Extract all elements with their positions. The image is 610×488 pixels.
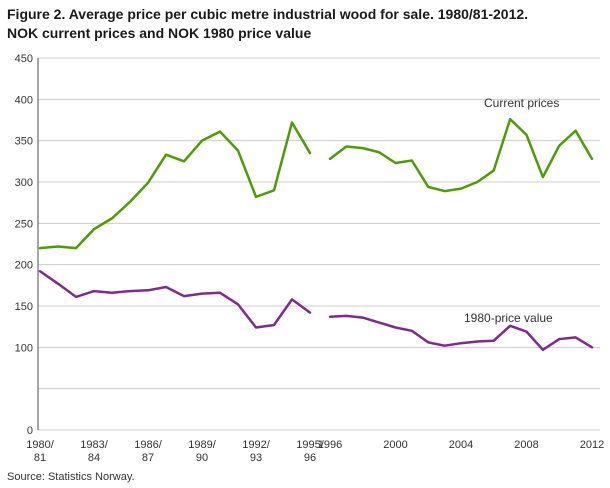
source-note: Source: Statistics Norway. — [7, 471, 135, 483]
y-tick-label-250: 250 — [15, 218, 33, 230]
x-tick-label-top-1983: 1983/ — [80, 439, 108, 451]
figure-title-line1: Figure 2. Average price per cubic metre … — [7, 6, 529, 22]
x-tick-label-top-1992: 1992/ — [242, 439, 270, 451]
y-tick-label-150: 150 — [15, 301, 33, 313]
y-tick-label-450: 450 — [15, 53, 33, 65]
x-tick-label-top-1989: 1989/ — [188, 439, 216, 451]
x-tick-label-bottom-87: 87 — [142, 452, 154, 464]
current-prices-series-label: Current prices — [484, 96, 559, 110]
1980-price-value-line-seg1 — [38, 270, 312, 329]
current-prices-line-seg2 — [328, 117, 594, 193]
1980-price-value-series-label: 1980-price value — [464, 311, 553, 325]
x-tick-label-top-1986: 1986/ — [134, 439, 162, 451]
x-tick-label-bottom-93: 93 — [250, 452, 262, 464]
y-tick-label-0: 0 — [27, 425, 33, 437]
figure-title-line2: NOK current prices and NOK 1980 price va… — [7, 24, 312, 41]
x-tick-label-top-1980: 1980/ — [26, 439, 54, 451]
current-prices-line-seg1 — [38, 121, 312, 250]
x-tick-label-bottom-84: 84 — [88, 452, 100, 464]
x-tick-label-1996: 1996 — [318, 439, 342, 451]
x-tick-label-bottom-81: 81 — [34, 452, 46, 464]
x-tick-label-bottom-96: 96 — [304, 452, 316, 464]
x-tick-label-top-1995: 1995/ — [296, 439, 324, 451]
y-tick-label-300: 300 — [15, 177, 33, 189]
x-tick-label-2000: 2000 — [383, 439, 407, 451]
x-tick-label-bottom-90: 90 — [196, 452, 208, 464]
y-tick-label-400: 400 — [15, 94, 33, 106]
y-tick-label-200: 200 — [15, 260, 33, 272]
y-tick-label-100: 100 — [15, 342, 33, 354]
x-tick-label-2008: 2008 — [514, 439, 538, 451]
1980-price-value-line-seg2 — [328, 314, 594, 352]
x-tick-label-2012: 2012 — [580, 439, 604, 451]
x-tick-label-2004: 2004 — [449, 439, 473, 451]
figure-title: Figure 2. Average price per cubic metre … — [7, 5, 603, 43]
y-tick-label-350: 350 — [15, 136, 33, 148]
